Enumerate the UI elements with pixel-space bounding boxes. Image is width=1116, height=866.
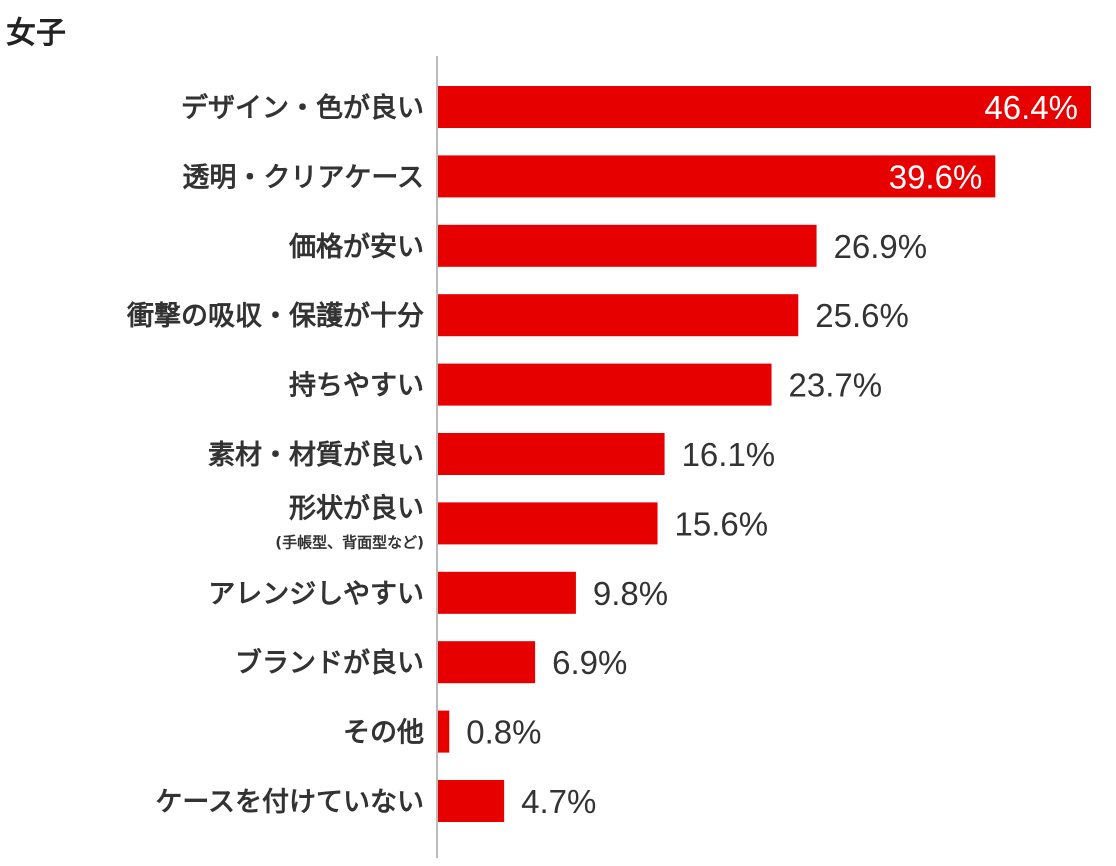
category-label: 持ちやすい (289, 371, 424, 402)
category-note: (手帳型、背面型など) (275, 533, 424, 551)
value-label: 9.8% (593, 575, 668, 612)
value-label: 25.6% (815, 297, 909, 334)
bar (438, 86, 1091, 128)
value-label: 26.9% (834, 228, 928, 265)
chart-title: 女子 (6, 16, 66, 51)
category-label: 素材・材質が良い (208, 439, 424, 471)
value-label: 46.4% (984, 89, 1078, 126)
category-label: ブランドが良い (235, 647, 424, 679)
category-label: アレンジしやすい (208, 579, 424, 610)
category-label: 透明・クリアケース (182, 162, 424, 193)
value-label: 16.1% (682, 436, 776, 473)
bar (438, 710, 450, 753)
value-label: 15.6% (675, 505, 769, 542)
value-label: 6.9% (552, 644, 627, 681)
value-label: 39.6% (889, 158, 983, 195)
bar (438, 780, 505, 822)
bar (438, 294, 799, 337)
value-label: 0.8% (466, 714, 541, 751)
category-label: 衝撃の吸収・保護が十分 (126, 300, 424, 332)
value-label: 4.7% (521, 783, 596, 820)
bar (438, 433, 665, 475)
bar (438, 363, 772, 406)
value-label: 23.7% (789, 367, 883, 404)
category-label: 形状が良い (289, 492, 424, 524)
bar (438, 224, 817, 267)
category-label: ケースを付けていない (155, 787, 424, 818)
bar (438, 641, 536, 684)
bar (438, 502, 658, 545)
bar (438, 155, 996, 198)
category-label: その他 (343, 718, 424, 749)
category-label: デザイン・色が良い (181, 92, 424, 124)
category-label: 価格が安い (288, 231, 424, 263)
bar (438, 571, 576, 614)
